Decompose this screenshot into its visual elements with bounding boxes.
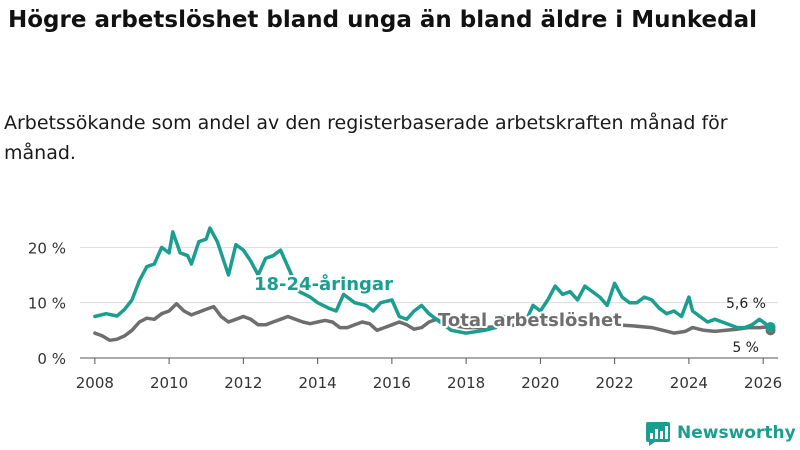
x-tick-label: 2008 (76, 374, 114, 392)
x-tick-label: 2010 (150, 374, 188, 392)
end-label-youth: 5,6 % (726, 296, 766, 312)
y-tick-label: 20 % (28, 239, 66, 257)
series-line-total (93, 302, 773, 343)
chart-subtitle: Arbetssökande som andel av den registerb… (4, 112, 728, 164)
bar-chart-logo-icon (646, 422, 670, 446)
x-tick-label: 2018 (447, 374, 485, 392)
x-tick-label: 2022 (596, 374, 634, 392)
end-label-total: 5 % (732, 340, 759, 356)
end-point-youth (765, 322, 776, 333)
series-label-youth: 18-24-åringar (254, 273, 393, 295)
newsworthy-logo: Newsworthy (645, 420, 796, 446)
x-tick-label: 2020 (521, 374, 559, 392)
x-tick-label: 2026 (744, 374, 782, 392)
series-label-total: Total arbetslöshet (438, 310, 622, 331)
y-tick-label: 10 % (28, 295, 66, 313)
x-tick-label: 2024 (670, 374, 708, 392)
x-tick-label: 2014 (299, 374, 337, 392)
brand-name: Newsworthy (677, 423, 796, 443)
y-tick-label: 0 % (37, 350, 66, 368)
x-tick-label: 2016 (373, 374, 411, 392)
chart-title: Högre arbetslöshet bland unga än bland ä… (8, 7, 757, 33)
series-line-youth (93, 226, 773, 335)
x-tick-label: 2012 (224, 374, 262, 392)
